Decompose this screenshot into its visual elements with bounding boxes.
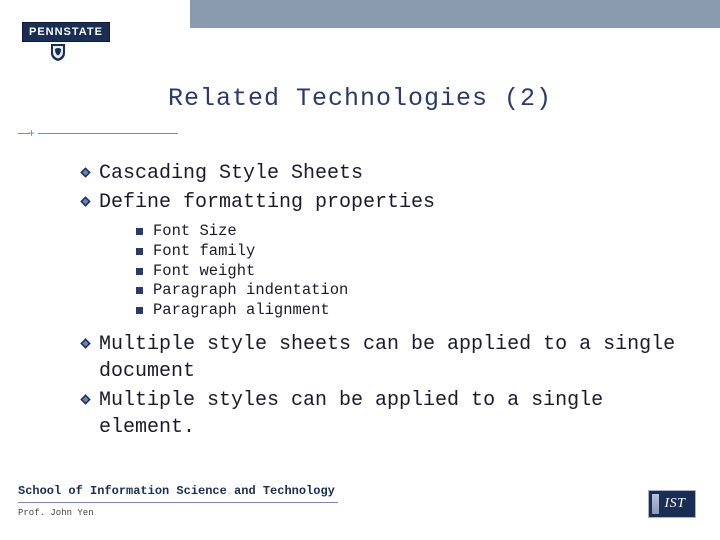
sub-bullet-text: Font weight	[153, 262, 255, 282]
diamond-icon	[80, 196, 91, 207]
main-bullet: Multiple style sheets can be applied to …	[80, 331, 690, 385]
shield-icon	[50, 43, 66, 61]
main-bullet-text: Cascading Style Sheets	[99, 160, 363, 187]
main-bullet-text: Multiple styles can be applied to a sing…	[99, 387, 690, 441]
main-bullet: Cascading Style Sheets	[80, 160, 690, 187]
main-bullet: Multiple styles can be applied to a sing…	[80, 387, 690, 441]
title-accent-line: +	[18, 130, 178, 138]
square-icon	[136, 228, 143, 235]
main-bullet-text: Define formatting properties	[99, 189, 435, 216]
diamond-icon	[80, 167, 91, 178]
sub-bullet-text: Font Size	[153, 222, 237, 242]
footer-school: School of Information Science and Techno…	[18, 484, 702, 498]
sub-bullet: Font Size	[136, 222, 690, 242]
diamond-icon	[80, 338, 91, 349]
header-bar	[190, 0, 720, 28]
pennstate-logo: PENNSTATE	[22, 22, 110, 61]
sub-bullet: Paragraph indentation	[136, 281, 690, 301]
footer: School of Information Science and Techno…	[18, 484, 702, 518]
sub-bullet-list: Font Size Font family Font weight Paragr…	[136, 222, 690, 321]
main-bullet: Define formatting properties	[80, 189, 690, 216]
sub-bullet: Font weight	[136, 262, 690, 282]
sub-bullet-text: Paragraph alignment	[153, 301, 330, 321]
square-icon	[136, 268, 143, 275]
ist-badge-text: IST	[665, 496, 686, 512]
square-icon	[136, 307, 143, 314]
main-bullet-text: Multiple style sheets can be applied to …	[99, 331, 690, 385]
logo-text: PENNSTATE	[22, 22, 110, 42]
square-icon	[136, 248, 143, 255]
diamond-icon	[80, 394, 91, 405]
sub-bullet-text: Font family	[153, 242, 255, 262]
slide-title: Related Technologies (2)	[0, 84, 720, 113]
slide-content: Cascading Style Sheets Define formatting…	[80, 160, 690, 443]
footer-rule	[18, 502, 338, 503]
ist-badge: IST	[648, 490, 696, 518]
sub-bullet: Font family	[136, 242, 690, 262]
sub-bullet: Paragraph alignment	[136, 301, 690, 321]
footer-prof: Prof. John Yen	[18, 508, 702, 518]
sub-bullet-text: Paragraph indentation	[153, 281, 348, 301]
square-icon	[136, 287, 143, 294]
